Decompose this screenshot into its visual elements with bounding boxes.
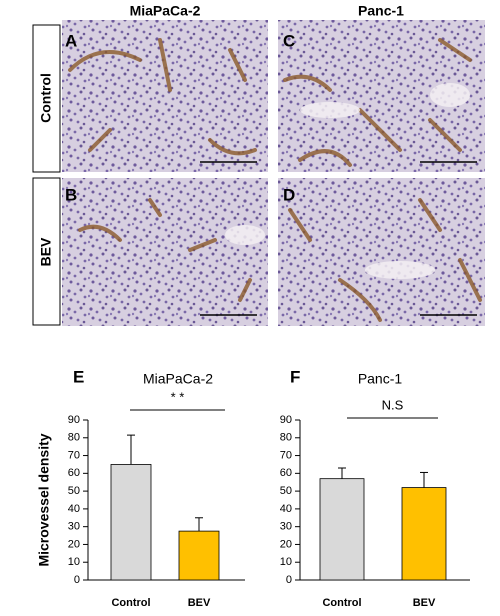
micrograph — [278, 178, 485, 326]
panel-letter: D — [283, 185, 295, 204]
bar — [178, 530, 220, 581]
x-tick-label: BEV — [413, 597, 436, 609]
row-box — [32, 177, 61, 326]
y-tick-label: 50 — [68, 485, 80, 497]
micrograph — [62, 178, 268, 326]
y-tick-label: 30 — [280, 521, 292, 533]
micrograph — [62, 20, 268, 172]
y-tick-label: 70 — [280, 449, 292, 461]
y-axis-label: Microvessel density — [36, 433, 52, 566]
y-tick-label: 60 — [280, 467, 292, 479]
panel-letter: B — [65, 185, 77, 204]
row-label: Control — [38, 73, 54, 123]
bar — [319, 478, 365, 581]
chart-title: MiaPaCa-2 — [143, 371, 213, 387]
y-tick-label: 20 — [68, 538, 80, 550]
y-tick-label: 60 — [68, 467, 80, 479]
bar — [110, 464, 152, 581]
bar — [401, 487, 447, 581]
y-tick-label: 10 — [280, 556, 292, 568]
y-tick-label: 90 — [280, 414, 292, 426]
micrographs — [62, 20, 485, 326]
y-tick-label: 40 — [280, 503, 292, 515]
panel-letter: F — [290, 367, 300, 386]
y-tick-label: 10 — [68, 556, 80, 568]
y-tick-label: 20 — [280, 538, 292, 550]
y-tick-label: 80 — [280, 432, 292, 444]
column-title: MiaPaCa-2 — [130, 3, 201, 19]
row-label: BEV — [38, 237, 54, 266]
column-title: Panc-1 — [358, 3, 404, 19]
y-tick-label: 40 — [68, 503, 80, 515]
significance-label: * * — [171, 389, 185, 404]
significance-label: N.S — [382, 397, 404, 412]
y-tick-label: 90 — [68, 414, 80, 426]
panel-letter: E — [73, 367, 84, 386]
panel-letter: C — [283, 31, 295, 50]
y-tick-label: 30 — [68, 521, 80, 533]
chart-title: Panc-1 — [358, 371, 403, 387]
x-tick-label: BEV — [188, 597, 211, 609]
panel-letter: A — [65, 31, 77, 50]
row-box — [32, 24, 61, 173]
x-tick-label: Control — [111, 597, 150, 609]
y-tick-label: 0 — [74, 574, 80, 586]
y-tick-label: 0 — [286, 574, 292, 586]
y-tick-label: 70 — [68, 449, 80, 461]
y-tick-label: 50 — [280, 485, 292, 497]
y-tick-label: 80 — [68, 432, 80, 444]
x-tick-label: Control — [322, 597, 361, 609]
